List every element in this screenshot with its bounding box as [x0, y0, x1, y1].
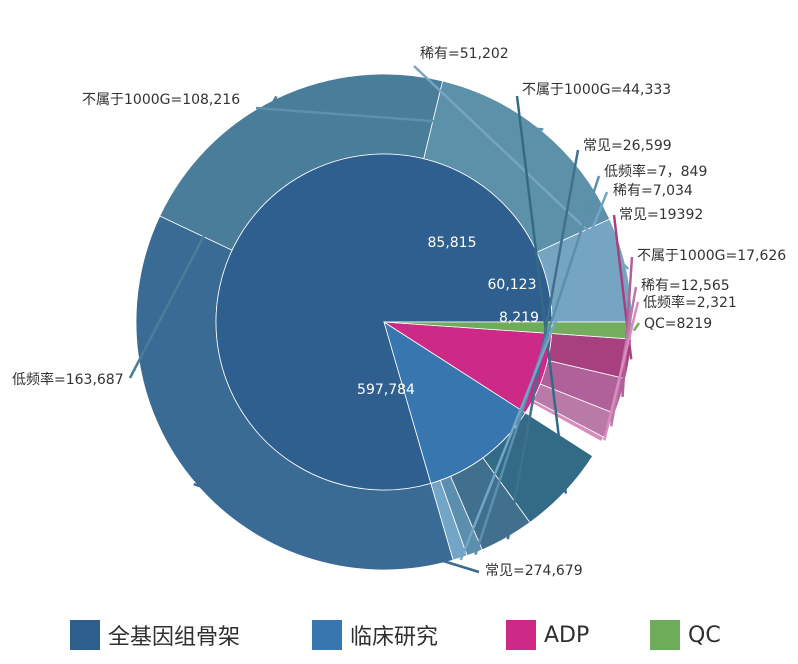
leader-line: [255, 106, 544, 131]
legend-item-qc[interactable]: QC: [650, 620, 721, 650]
legend-label: 全基因组骨架: [108, 625, 241, 650]
legend-swatch: [650, 620, 680, 650]
inner-slice[interactable]: [383, 321, 526, 484]
inner-slice-label: 597,784: [357, 382, 415, 398]
legend: 全基因组骨架 临床研究 ADP QC: [0, 612, 798, 656]
legend-label: QC: [688, 622, 721, 648]
sunburst-chart: 597,784 85,815 60,123 8,219 常见=274,679 低频率=1…: [12, 46, 786, 579]
outer-slice-label: 稀有=12,565: [641, 278, 730, 294]
inner-slice-label: 8,219: [499, 310, 539, 326]
legend-swatch: [506, 620, 536, 650]
legend-swatch: [312, 620, 342, 650]
outer-slice-label: 不属于1000G=44,333: [522, 82, 671, 98]
leader-line: [193, 482, 480, 574]
outer-slice-label: 常见=19392: [619, 207, 703, 223]
leader-line: [413, 65, 630, 270]
legend-item-adp[interactable]: ADP: [506, 620, 589, 650]
outer-slice-label: 不属于1000G=17,626: [637, 248, 786, 264]
outer-slice-label: 低频率=163,687: [12, 371, 124, 388]
leader-line: [621, 256, 634, 398]
outer-slice-label: 低频率=2,321: [643, 294, 737, 311]
leader-line: [459, 191, 609, 561]
outer-slice-label: 稀有=7,034: [613, 183, 693, 199]
inner-slice-label: 60,123: [488, 277, 537, 293]
leader-line: [515, 95, 568, 494]
legend-label: ADP: [544, 622, 590, 648]
inner-slice-label: 85,815: [428, 235, 477, 251]
legend-label: 临床研究: [350, 625, 439, 650]
legend-item-genome-backbone[interactable]: 全基因组骨架: [70, 620, 240, 650]
inner-ring: [215, 153, 553, 491]
leader-lines: [128, 65, 641, 574]
outer-ring-labels: 常见=274,679 低频率=163,687 不属于1000G=108,216 稀有=…: [12, 46, 786, 579]
outer-slice-label: 稀有=51,202: [420, 46, 509, 62]
legend-item-clinical-research[interactable]: 临床研究: [312, 620, 438, 650]
leader-line: [632, 322, 641, 332]
leader-line: [128, 95, 278, 379]
inner-ring-labels: 597,784 85,815 60,123 8,219: [357, 235, 539, 398]
outer-slice-label: 低频率=7，849: [604, 163, 707, 180]
legend-swatch: [70, 620, 100, 650]
outer-slice-label: 不属于1000G=108,216: [82, 92, 240, 108]
leader-line: [603, 301, 640, 441]
outer-slice-label: QC=8219: [644, 316, 712, 332]
outer-slice-label: 常见=274,679: [485, 563, 583, 579]
outer-slice-label: 常见=26,599: [583, 138, 672, 154]
